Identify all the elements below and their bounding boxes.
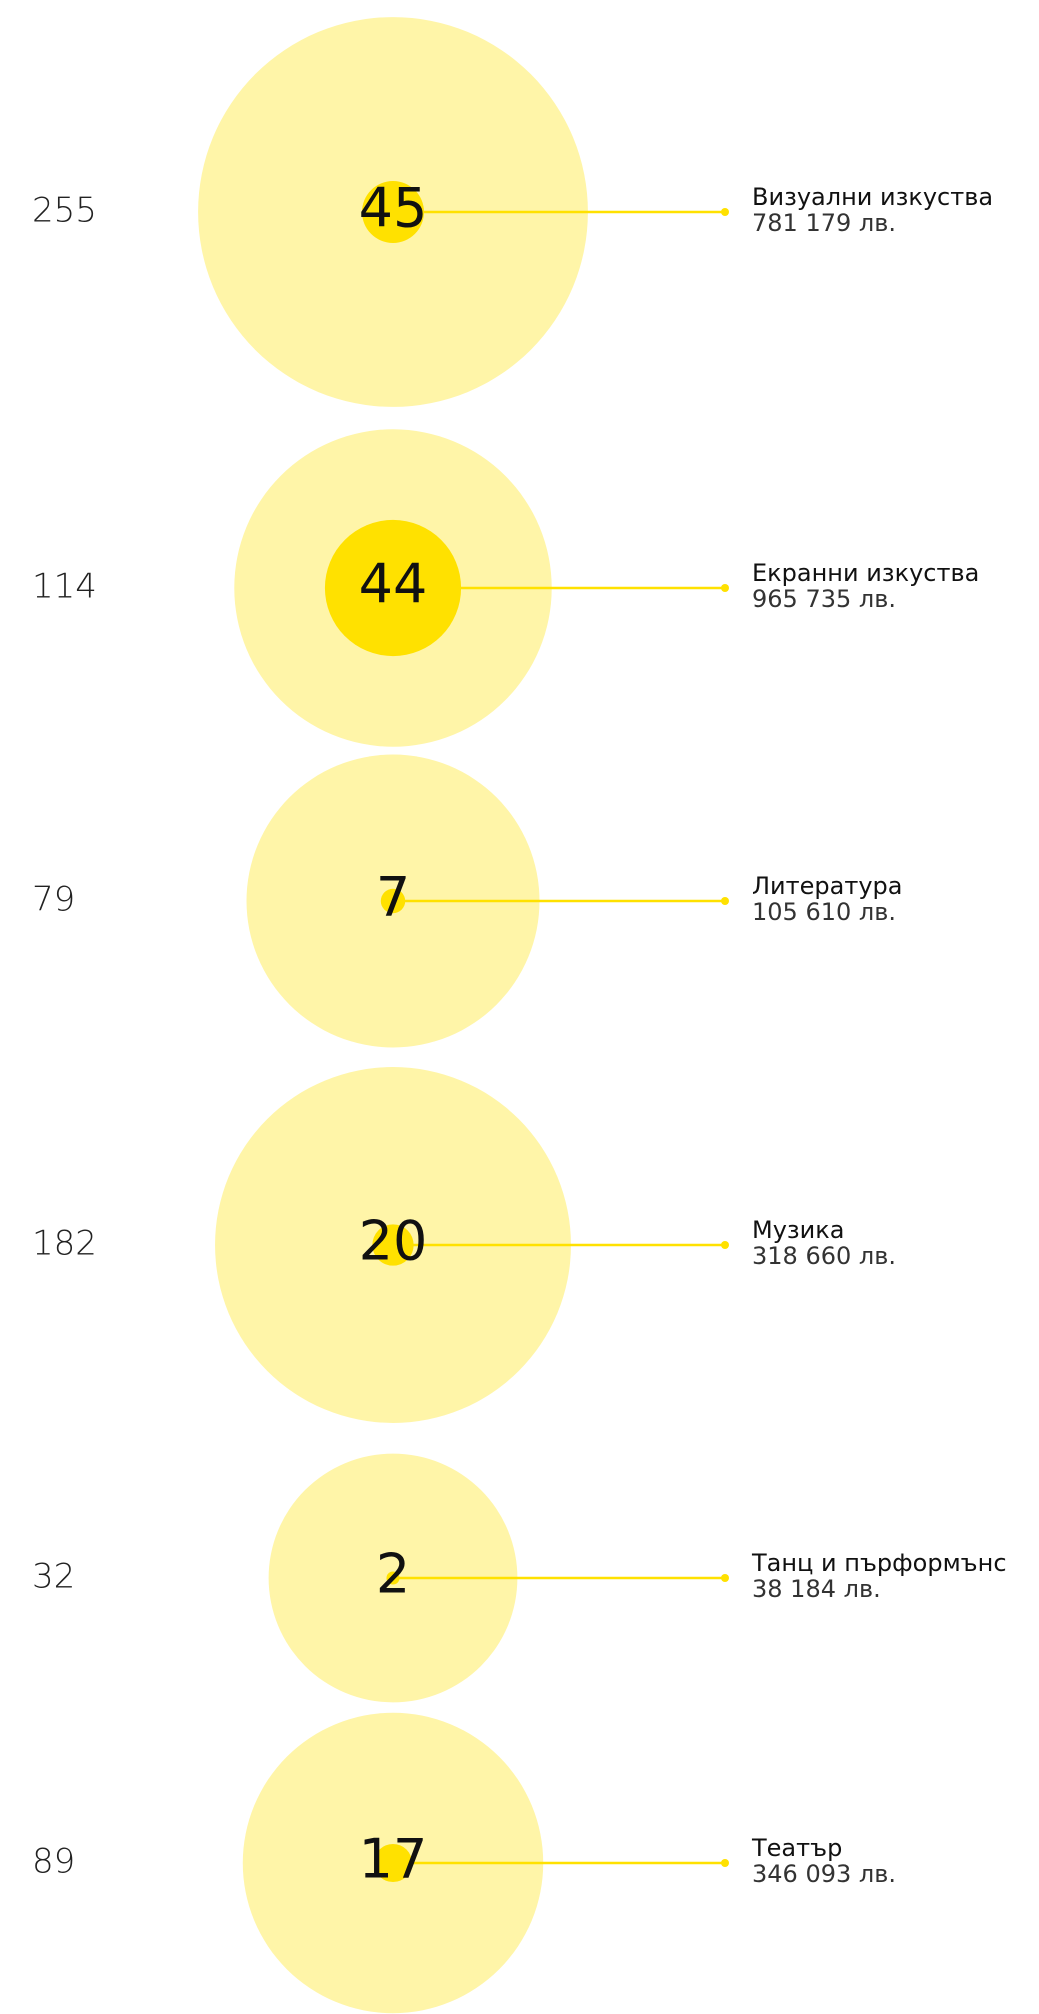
amount-label: 965 735 лв. — [752, 585, 896, 613]
amount-label: 346 093 лв. — [752, 1860, 896, 1888]
applications-label: 32 — [32, 1557, 75, 1597]
leader-dot — [721, 897, 729, 905]
category-label: Танц и пърформънс — [751, 1549, 1007, 1577]
applications-label: 255 — [32, 191, 97, 231]
amount-label: 38 184 лв. — [752, 1575, 881, 1603]
applications-label: 114 — [32, 567, 97, 607]
funded-label: 44 — [359, 553, 428, 616]
leader-dot — [721, 208, 729, 216]
leader-dot — [721, 1574, 729, 1582]
amount-label: 105 610 лв. — [752, 898, 896, 926]
leader-dot — [721, 1859, 729, 1867]
funded-label: 17 — [359, 1828, 428, 1891]
applications-label: 89 — [32, 1842, 75, 1882]
applications-label: 182 — [32, 1224, 97, 1264]
category-label: Театър — [751, 1834, 842, 1862]
amount-label: 781 179 лв. — [752, 209, 896, 237]
funded-label: 7 — [376, 866, 410, 929]
funded-label: 20 — [359, 1210, 428, 1273]
amount-label: 318 660 лв. — [752, 1242, 896, 1270]
category-label: Екранни изкуства — [752, 559, 979, 587]
category-label: Музика — [752, 1216, 844, 1244]
applications-label: 79 — [32, 880, 75, 920]
category-label: Визуални изкуства — [752, 183, 993, 211]
funded-label: 45 — [359, 177, 428, 240]
category-label: Литература — [752, 872, 902, 900]
funded-label: 2 — [376, 1543, 410, 1606]
leader-dot — [721, 584, 729, 592]
leader-dot — [721, 1241, 729, 1249]
